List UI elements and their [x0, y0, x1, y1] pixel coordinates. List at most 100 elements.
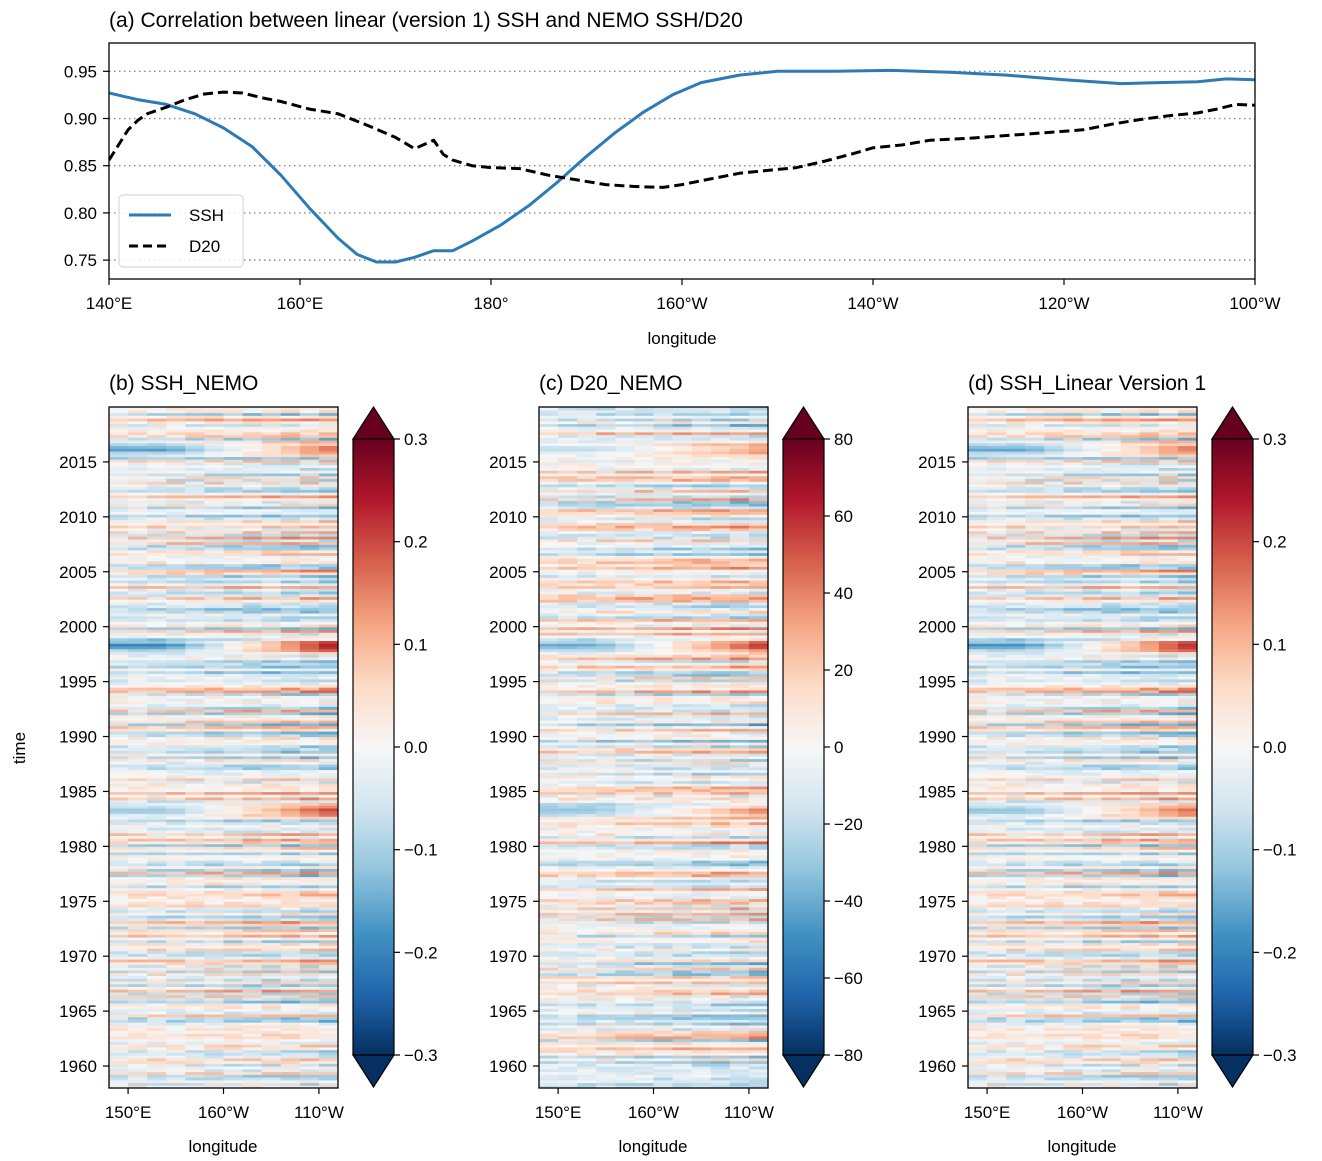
heatmap-cell [185, 607, 206, 611]
heatmap-cell [710, 1055, 731, 1059]
heatmap-cell [691, 681, 712, 685]
heatmap-cell [128, 560, 148, 565]
heatmap-cell [185, 750, 206, 754]
heatmap-cell [109, 450, 129, 455]
heatmap-cell [128, 843, 148, 847]
heatmap-cell [280, 975, 301, 979]
heatmap-cell [577, 838, 597, 842]
heatmap-cell [691, 915, 712, 919]
heatmap-cell [691, 720, 712, 724]
heatmap-cell [128, 500, 148, 504]
heatmap-cell [128, 706, 148, 710]
heatmap-cell [147, 563, 167, 567]
heatmap-cell [185, 758, 206, 762]
heatmap-cell [577, 761, 597, 765]
heatmap-cell [634, 1066, 655, 1070]
heatmap-cell [299, 1074, 320, 1078]
heatmap-cell [185, 953, 206, 957]
heatmap-cell [223, 1019, 244, 1023]
heatmap-cell [109, 936, 129, 941]
heatmap-cell [729, 684, 750, 688]
heatmap-cell [242, 448, 263, 452]
heatmap-cell [261, 879, 282, 883]
heatmap-cell [261, 818, 282, 823]
heatmap-cell [672, 827, 693, 831]
heatmap-cell [299, 840, 320, 845]
heatmap-cell [729, 717, 750, 721]
heatmap-cell [223, 1002, 244, 1007]
heatmap-cell [223, 428, 244, 433]
heatmap-cell [318, 593, 338, 598]
heatmap-cell [242, 673, 263, 677]
panel-b-x-axis: 150°E 160°W 110°W [105, 1088, 344, 1122]
heatmap-cell [128, 1082, 148, 1086]
heatmap-cell [242, 1005, 263, 1009]
heatmap-cell [299, 527, 320, 532]
heatmap-cell [539, 799, 559, 804]
heatmap-cell [280, 593, 301, 598]
heatmap-cell [318, 747, 338, 751]
heatmap-cell [204, 1044, 225, 1048]
heatmap-cell [634, 1024, 655, 1029]
heatmap-cell [109, 1016, 129, 1020]
heatmap-cell [539, 788, 559, 793]
heatmap-cell [615, 1033, 636, 1037]
heatmap-cell [577, 1024, 597, 1029]
heatmap-cell [318, 731, 338, 735]
heatmap-cell [729, 1016, 750, 1020]
heatmap-cell [558, 854, 578, 858]
heatmap-cell [672, 1055, 693, 1059]
heatmap-cell [128, 634, 148, 639]
heatmap-cell [242, 525, 263, 529]
heatmap-cell [653, 816, 674, 820]
heatmap-cell [748, 1013, 768, 1018]
heatmap-cell [280, 1022, 301, 1026]
heatmap-cell [185, 450, 206, 455]
heatmap-cell [280, 882, 301, 886]
heatmap-cell [223, 796, 244, 801]
heatmap-cell [223, 434, 244, 438]
heatmap-cell [577, 1079, 597, 1084]
heatmap-cell [223, 904, 244, 908]
heatmap-cell [128, 947, 148, 952]
heatmap-cell [539, 1013, 559, 1018]
heatmap-cell [729, 1041, 750, 1045]
heatmap-cell [615, 824, 636, 828]
x-tick-label: 110°W [294, 1103, 344, 1122]
heatmap-cell [128, 494, 148, 499]
heatmap-cell [318, 813, 338, 817]
heatmap-cell [653, 667, 674, 672]
heatmap-cell [710, 1049, 731, 1053]
heatmap-cell [204, 1016, 225, 1020]
y-tick-label: 0.80 [64, 204, 97, 223]
heatmap-cell [577, 936, 597, 941]
heatmap-cell [128, 417, 148, 422]
heatmap-cell [223, 667, 244, 672]
heatmap-cell [539, 687, 559, 691]
heatmap-cell [318, 412, 338, 416]
heatmap-cell [634, 868, 655, 872]
heatmap-cell [748, 1071, 768, 1075]
heatmap-cell [166, 428, 186, 433]
heatmap-cell [558, 865, 578, 869]
heatmap-cell [109, 1011, 129, 1015]
heatmap-cell [748, 923, 768, 927]
heatmap-cell [615, 829, 636, 834]
heatmap-cell [615, 747, 636, 751]
heatmap-cell [204, 626, 225, 631]
heatmap-cell [166, 1057, 186, 1062]
heatmap-cell [261, 1000, 282, 1004]
heatmap-cell [261, 805, 282, 809]
heatmap-cell [634, 670, 655, 674]
heatmap-cell [634, 813, 655, 817]
heatmap-cell [147, 492, 167, 496]
heatmap-cell [299, 736, 320, 740]
heatmap-cell [318, 1024, 338, 1029]
heatmap-cell [577, 917, 597, 922]
heatmap-cell [128, 805, 148, 809]
heatmap-cell [261, 536, 282, 540]
heatmap-cell [280, 747, 301, 751]
heatmap-cell [672, 879, 693, 883]
heatmap-cell [691, 1044, 712, 1048]
heatmap-cell [672, 1060, 693, 1064]
